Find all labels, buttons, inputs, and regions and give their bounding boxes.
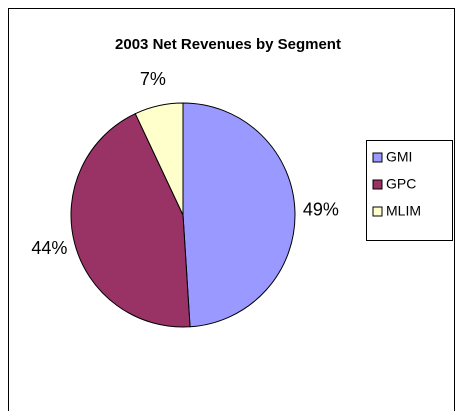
data-label: 49% [303, 199, 339, 219]
legend-swatch [372, 206, 383, 217]
chart-title: 2003 Net Revenues by Segment [115, 36, 341, 53]
legend-swatch [372, 179, 383, 190]
legend-label: MLIM [386, 203, 421, 219]
pie-slice [182, 102, 296, 328]
pie-slice [134, 102, 184, 216]
data-label: 44% [31, 238, 67, 258]
legend-label: GMI [386, 149, 412, 165]
data-label: 7% [140, 69, 166, 89]
legend-label: GPC [386, 176, 416, 192]
legend-swatch [372, 152, 383, 163]
